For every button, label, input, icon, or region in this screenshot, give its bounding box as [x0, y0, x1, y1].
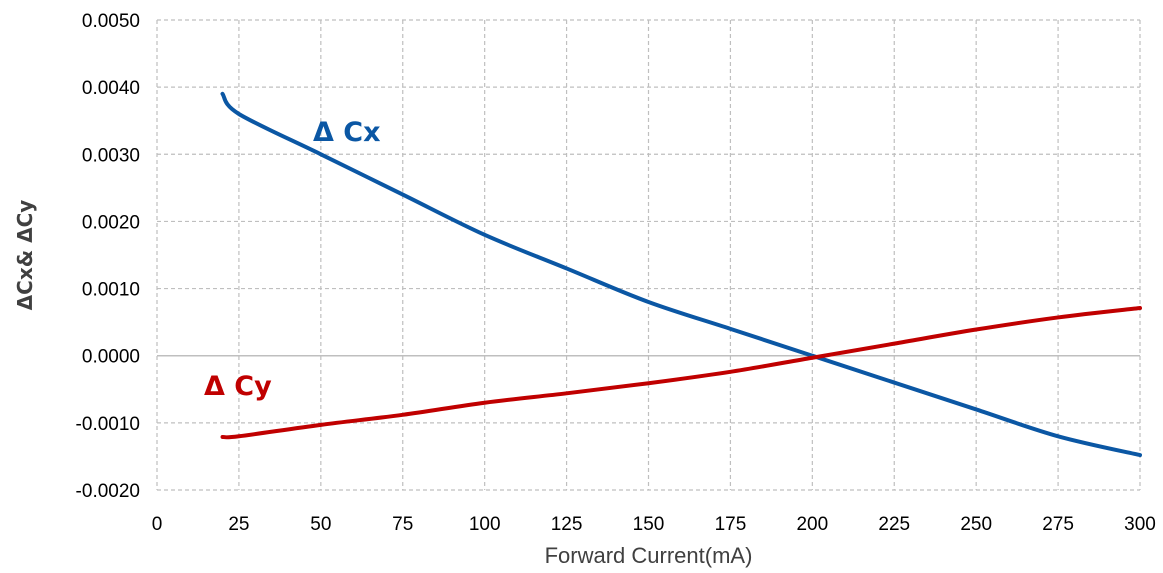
series-label-cy: Δ Cy — [204, 371, 272, 402]
x-tick-label: 175 — [715, 514, 747, 535]
x-tick-label: 275 — [1042, 514, 1074, 535]
x-tick-label: 300 — [1124, 514, 1156, 535]
x-tick-label: 200 — [796, 514, 828, 535]
y-tick-label: 0.0030 — [82, 145, 140, 166]
x-tick-labels: 0 25 50 75 100 125 150 175 200 225 250 275 300 — [152, 514, 1156, 535]
y-tick-label: 0.0000 — [82, 347, 140, 368]
x-tick-label: 225 — [878, 514, 910, 535]
y-tick-label: -0.0010 — [76, 414, 140, 435]
x-tick-label: 50 — [310, 514, 331, 535]
x-tick-label: 75 — [392, 514, 413, 535]
x-tick-label: 150 — [633, 514, 665, 535]
y-tick-label: 0.0010 — [82, 280, 140, 301]
x-tick-label: 0 — [152, 514, 163, 535]
y-tick-labels: -0.0020 -0.0010 0.0000 0.0010 0.0020 0.0030 0.… — [76, 11, 140, 502]
grid — [156, 19, 1141, 491]
y-tick-label: 0.0020 — [82, 212, 140, 233]
series-lines — [220, 91, 1142, 458]
x-tick-label: 125 — [551, 514, 583, 535]
y-axis-title: ΔCx& ΔCy — [13, 200, 37, 311]
y-tick-label: 0.0050 — [82, 11, 140, 32]
x-tick-label: 250 — [960, 514, 992, 535]
y-tick-label: -0.0020 — [76, 481, 140, 502]
series-line-0 — [220, 91, 1142, 458]
series-label-cx: Δ Cx — [313, 117, 381, 148]
series-line-1 — [220, 306, 1142, 440]
y-tick-label: 0.0040 — [82, 78, 140, 99]
x-axis-title: Forward Current(mA) — [545, 543, 753, 568]
x-tick-label: 25 — [228, 514, 249, 535]
x-tick-label: 100 — [469, 514, 501, 535]
